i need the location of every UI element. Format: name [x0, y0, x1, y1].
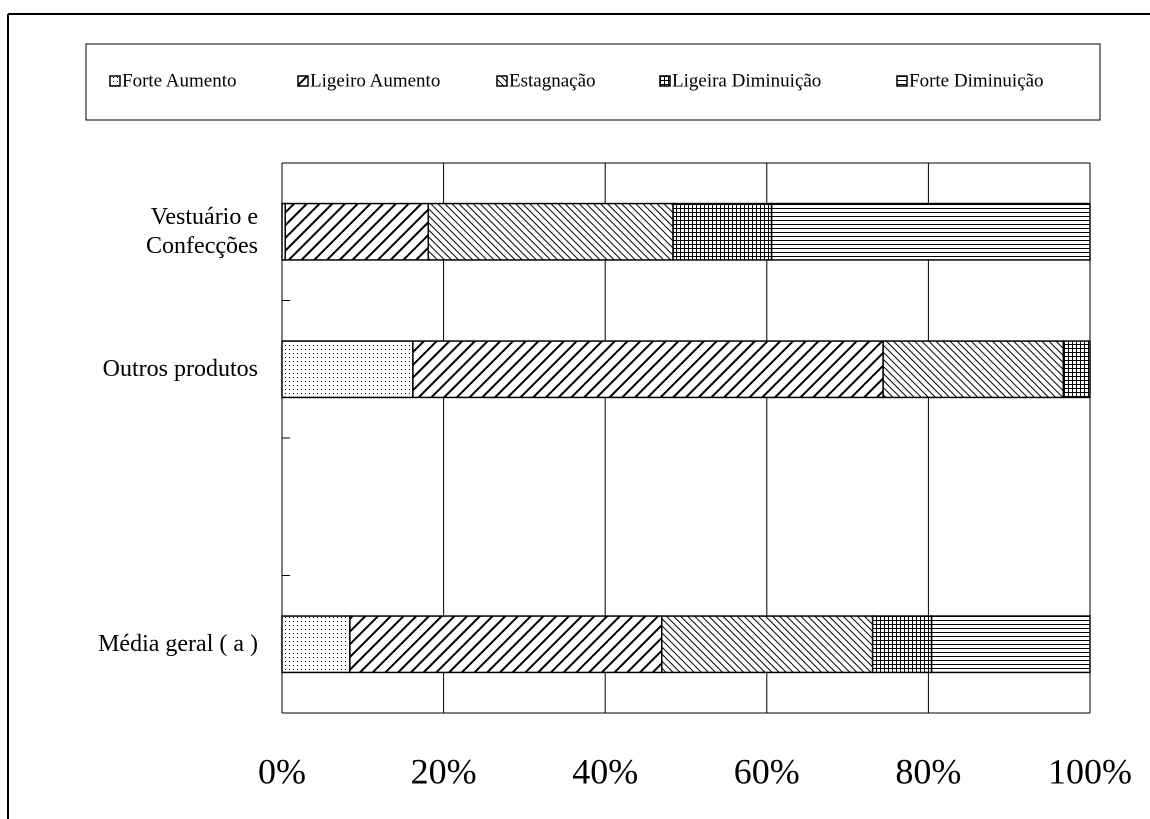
- bar-segment: [281, 340, 414, 399]
- y-tick-label: Média geral ( a ): [98, 630, 258, 657]
- bar-segment: [871, 615, 933, 674]
- x-tick-label: 20%: [411, 751, 477, 791]
- bar-segment: [284, 202, 429, 261]
- bar-segment: [1062, 340, 1091, 399]
- legend-swatch: [659, 75, 671, 87]
- y-tick-label: Vestuário e Confecções: [146, 203, 258, 259]
- legend-label: Forte Diminuição: [909, 70, 1044, 91]
- bar-segment: [412, 340, 884, 399]
- legend-swatch: [896, 75, 908, 87]
- legend-swatch: [109, 75, 121, 87]
- bar-segment: [661, 615, 874, 674]
- y-tick-label: Outros produtos: [102, 355, 258, 382]
- bar-segment: [930, 615, 1091, 674]
- bar-segment: [882, 340, 1065, 399]
- legend-label: Ligeiro Aumento: [310, 70, 440, 91]
- legend-box: [85, 43, 1101, 121]
- legend-swatch: [496, 75, 508, 87]
- legend-label: Ligeira Diminuição: [672, 70, 821, 91]
- x-tick-label: 60%: [734, 751, 800, 791]
- x-tick-label: 100%: [1048, 751, 1132, 791]
- legend-label: Forte Aumento: [122, 70, 237, 91]
- legend-swatch: [297, 75, 309, 87]
- bar-segment: [427, 202, 674, 261]
- legend-label: Estagnação: [509, 70, 596, 91]
- x-tick-label: 0%: [258, 751, 306, 791]
- bar-segment: [672, 202, 773, 261]
- x-tick-label: 80%: [895, 751, 961, 791]
- bar-segment: [349, 615, 663, 674]
- bar-segment: [281, 615, 351, 674]
- bar-segment: [770, 202, 1091, 261]
- x-tick-label: 40%: [572, 751, 638, 791]
